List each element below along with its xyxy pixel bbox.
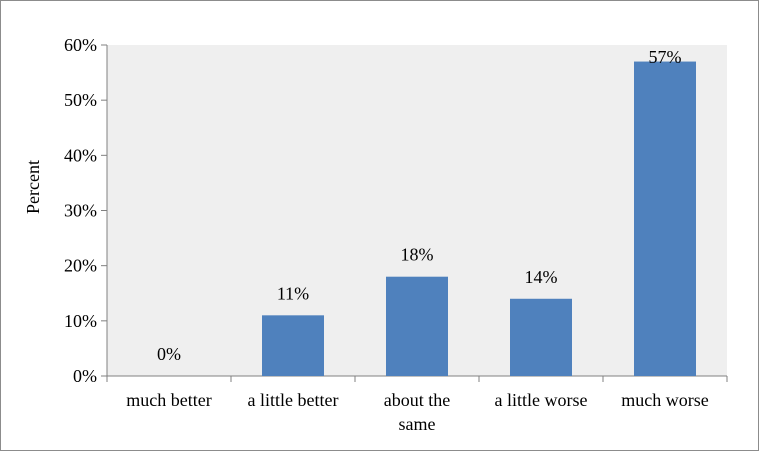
data-label: 14%: [525, 267, 558, 287]
y-tick-label: 20%: [64, 256, 97, 276]
y-axis-label: Percent: [23, 160, 43, 214]
data-label: 18%: [401, 245, 434, 265]
bar: [386, 276, 448, 376]
data-label: 0%: [157, 344, 181, 364]
x-tick-label: much worse: [621, 390, 708, 410]
bar: [510, 298, 572, 376]
data-label: 11%: [277, 283, 309, 303]
x-tick-label: about the same: [384, 390, 450, 434]
bar: [262, 315, 324, 376]
x-axis: much better a little better about the same a…: [106, 375, 728, 434]
bars: 0% 11% 18% 14% 57%: [157, 47, 696, 377]
y-axis: 0% 10% 20% 30% 40% 50% 60%: [64, 35, 108, 386]
y-tick-label: 50%: [64, 90, 97, 110]
y-tick-label: 30%: [64, 201, 97, 221]
bar: [634, 61, 696, 377]
y-tick-label: 60%: [64, 35, 97, 55]
data-label: 57%: [649, 47, 682, 67]
y-tick-label: 0%: [73, 366, 97, 386]
x-tick-label: a little worse: [495, 390, 588, 410]
x-tick-label: much better: [126, 390, 211, 410]
y-tick-label: 40%: [64, 145, 97, 165]
y-tick-label: 10%: [64, 311, 97, 331]
x-tick-label: a little better: [248, 390, 339, 410]
